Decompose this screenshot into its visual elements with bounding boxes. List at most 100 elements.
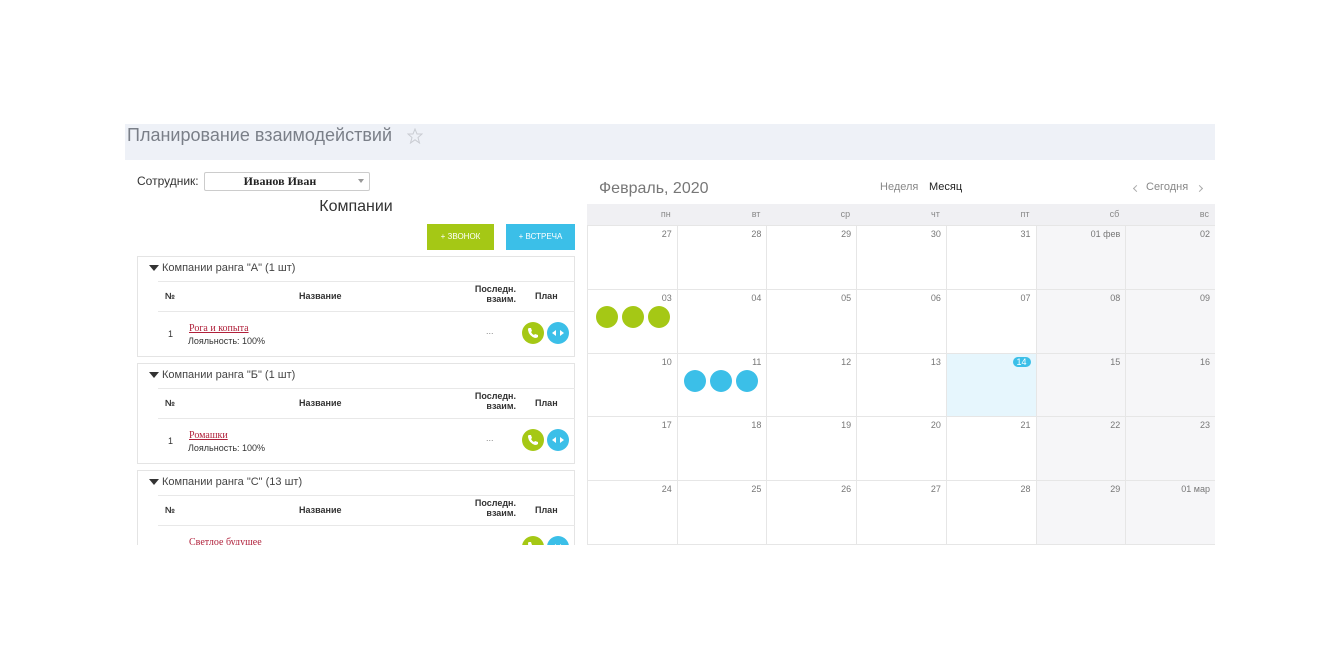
group-title[interactable]: Компании ранга "А" (1 шт) [162,262,296,274]
day-cell[interactable]: 13 [856,352,947,418]
day-cell[interactable]: 07 [945,288,1037,354]
company-link[interactable]: Ромашки [189,430,228,441]
divider [158,525,575,526]
event-dot[interactable] [710,370,732,392]
day-number: 02 [1199,229,1210,239]
col-header: План [535,505,558,515]
page-title: Планирование взаимодействий [127,125,392,145]
day-cell[interactable]: 17 [587,416,678,482]
day-cell[interactable]: 22 [1035,416,1127,482]
day-cell[interactable]: 15 [1035,352,1127,418]
employee-label: Сотрудник: [137,174,199,188]
day-cell[interactable]: 31 [945,225,1037,290]
day-number: 26 [841,484,852,495]
day-cell[interactable]: 27 [587,225,678,290]
company-link[interactable]: Рога и копыта [189,323,249,334]
day-cell[interactable]: 01 фев [1035,225,1127,290]
day-cell[interactable]: 28 [945,480,1037,545]
day-cell[interactable]: 21 [945,416,1037,482]
col-header: Последн. взаим. [474,391,516,411]
event-dot[interactable] [736,370,758,392]
col-header: № [165,291,176,301]
call-icon[interactable] [522,429,544,451]
companies-heading: Компании [319,198,393,215]
group-toggle[interactable] [149,372,159,378]
col-header: План [535,398,558,408]
day-cell[interactable]: 14 [945,352,1037,418]
day-number: 31 [1020,229,1031,239]
day-cell[interactable]: 01 мар [1125,480,1215,545]
day-number: 29 [841,229,852,239]
col-header: Название [299,505,342,515]
meet-icon[interactable] [547,322,569,344]
loyalty: Лояльность: 100% [188,443,266,453]
day-cell[interactable]: 10 [587,352,678,418]
day-cell[interactable]: 30 [856,225,947,290]
today-button[interactable]: Сегодня [1146,181,1189,193]
day-number: 19 [841,420,852,431]
day-cell[interactable]: 24 [587,480,678,545]
view-month[interactable]: Месяц [929,181,963,193]
calendar: Февраль, 2020 Неделя Месяц Сегодня пн вт ср чт п… [587,160,1215,545]
day-cell[interactable]: 29 [1035,480,1127,545]
divider [158,495,575,496]
day-number: 12 [841,356,852,367]
day-cell[interactable]: 28 [676,225,768,290]
weekday: пн [660,209,671,219]
day-cell[interactable]: 12 [766,352,858,418]
employee-select[interactable]: Иванов Иван [204,172,370,191]
event-dot[interactable] [596,306,618,328]
day-number: 18 [751,420,762,431]
day-number: 11 [752,356,762,367]
prev-arrow[interactable] [1132,184,1141,193]
group-title[interactable]: Компании ранга "С" (13 шт) [162,476,303,488]
day-cell[interactable]: 16 [1125,352,1215,418]
day-cell[interactable]: 04 [676,288,768,354]
day-cell[interactable]: 06 [856,288,947,354]
day-cell[interactable]: 02 [1125,225,1215,290]
day-cell[interactable]: 18 [676,416,768,482]
divider [158,281,575,282]
next-arrow[interactable] [1195,184,1204,193]
day-cell[interactable]: 19 [766,416,858,482]
day-cell[interactable]: 25 [676,480,768,545]
view-week[interactable]: Неделя [880,181,919,193]
add-button[interactable]: + ВСТРЕЧА [506,224,575,250]
col-header: № [165,398,176,408]
event-dot[interactable] [622,306,644,328]
meet-icon[interactable] [547,429,569,451]
add-button[interactable]: + ЗВОНОК [427,224,494,250]
group-title[interactable]: Компании ранга "Б" (1 шт) [162,369,296,381]
col-header: Название [299,398,342,408]
call-icon[interactable] [522,536,544,545]
day-cell[interactable]: 29 [766,225,858,290]
day-cell[interactable]: 26 [766,480,858,545]
row-number: 1 [168,329,174,339]
favorite-star[interactable] [407,128,423,144]
company-link[interactable]: Светлое будущее [189,537,262,545]
employee-name: Иванов Иван [243,174,317,188]
day-cell[interactable]: 05 [766,288,858,354]
day-cell[interactable]: 08 [1035,288,1127,354]
call-icon[interactable] [522,322,544,344]
col-header: План [535,291,558,301]
divider [158,418,575,419]
row-number: 1 [168,436,174,446]
event-dot[interactable] [648,306,670,328]
group-toggle[interactable] [149,265,159,271]
day-cell[interactable]: 09 [1125,288,1215,354]
last-interaction: ... [486,433,494,443]
day-cell[interactable]: 23 [1125,416,1215,482]
event-dot[interactable] [684,370,706,392]
group-toggle[interactable] [149,479,159,485]
day-number: 14 [1012,356,1031,367]
day-number: 23 [1199,420,1210,431]
calendar-title: Февраль, 2020 [599,180,709,197]
day-cell[interactable]: 27 [856,480,947,545]
day-number: 01 фев [1090,229,1121,239]
col-header: Последн. взаим. [474,498,516,518]
meet-icon[interactable] [547,536,569,545]
day-cell[interactable]: 20 [856,416,947,482]
